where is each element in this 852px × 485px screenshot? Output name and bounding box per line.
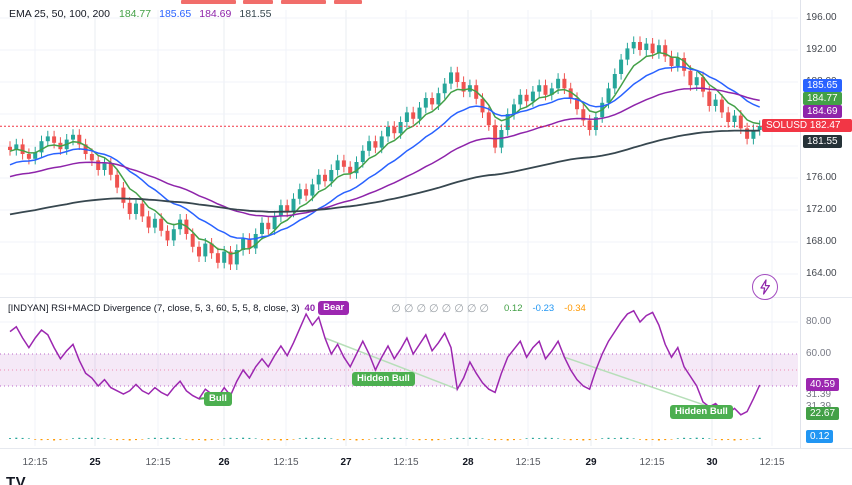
indicator-legend[interactable]: [INDYAN] RSI+MACD Divergence (7, close, …: [8, 301, 586, 315]
ema-value: 185.65: [159, 8, 192, 20]
time-axis-label[interactable]: 30: [706, 457, 718, 468]
ema-value: 181.55: [239, 8, 272, 20]
price-axis-label: 172.00: [806, 204, 837, 215]
indicator-axis-label: 80.00: [806, 316, 832, 327]
ema-legend[interactable]: EMA 25, 50, 100, 200 184.77 185.65 184.69 1…: [9, 8, 272, 20]
indicator-value: 0.12: [504, 302, 523, 314]
indicator-axis-badge: 22.67: [806, 407, 840, 420]
clipped-ticker-fragment: [181, 0, 236, 4]
divergence-label: Hidden Bull: [352, 372, 415, 386]
clipped-ticker-fragment: [243, 0, 273, 4]
lightning-icon: [760, 279, 770, 295]
indicator-value: -0.34: [564, 302, 586, 314]
time-axis-label[interactable]: 12:15: [639, 457, 665, 468]
indicator-title: [INDYAN] RSI+MACD Divergence (7, close, …: [8, 302, 300, 314]
ema-value: 184.69: [199, 8, 232, 20]
price-axis-label: 164.00: [806, 268, 837, 279]
eye-off-icon[interactable]: ∅: [479, 302, 489, 315]
price-axis-label: 192.00: [806, 44, 837, 55]
indicator-axis-label: 31.39: [806, 389, 832, 400]
price-axis-badge: 185.65: [803, 79, 842, 92]
bear-divergence-badge: Bear: [318, 301, 350, 315]
indicator-values: 0.12 -0.23 -0.34: [504, 303, 586, 314]
price-axis-badge: 181.55: [803, 135, 842, 148]
time-axis-label[interactable]: 12:15: [393, 457, 419, 468]
time-axis-label[interactable]: 12:15: [515, 457, 541, 468]
price-axis-label: 168.00: [806, 236, 837, 247]
indicator-axis-badge: 40.59: [806, 378, 840, 391]
price-line-badge: SOLUSD 182.47: [762, 119, 852, 132]
visibility-toggles: ∅ ∅ ∅ ∅ ∅ ∅ ∅ ∅: [391, 302, 492, 315]
eye-off-icon[interactable]: ∅: [391, 302, 401, 315]
price-axis-badge: 184.77: [803, 92, 842, 105]
time-axis-label[interactable]: 12:15: [145, 457, 171, 468]
time-axis-label[interactable]: 12:15: [759, 457, 785, 468]
price-axis-label: 196.00: [806, 12, 837, 23]
indicator-axis-label: 60.00: [806, 348, 832, 359]
time-axis-label[interactable]: 25: [89, 457, 101, 468]
indicator-value: -0.23: [532, 302, 555, 314]
time-axis-label[interactable]: 28: [462, 457, 474, 468]
ema-legend-values: 184.77 185.65 184.69 181.55: [119, 8, 272, 20]
eye-off-icon[interactable]: ∅: [416, 302, 427, 315]
ema-legend-label: EMA 25, 50, 100, 200: [9, 8, 110, 20]
time-axis-label[interactable]: 12:15: [273, 457, 299, 468]
pane-divider[interactable]: [0, 297, 852, 298]
time-axis-label[interactable]: 12:15: [22, 457, 48, 468]
divergence-label: Hidden Bull: [670, 405, 733, 419]
lightning-button[interactable]: [752, 274, 778, 300]
indicator-axis-badge: 0.12: [806, 430, 834, 443]
indicator-axis-label: 31.39: [806, 401, 831, 413]
time-axis-divider: [0, 448, 852, 449]
price-axis-badge: 184.69: [803, 105, 842, 118]
price-axis-label: 176.00: [806, 172, 837, 183]
ema-value: 184.77: [119, 8, 152, 20]
divergence-label: Bull: [204, 392, 232, 406]
time-axis-label[interactable]: 27: [340, 457, 352, 468]
time-axis-label[interactable]: 26: [218, 457, 230, 468]
clipped-ticker-fragment: [281, 0, 326, 4]
eye-off-icon[interactable]: ∅: [441, 302, 452, 315]
indicator-pre-badge-value: 40: [304, 302, 316, 314]
price-axis-divider: [800, 0, 801, 448]
eye-off-icon[interactable]: ∅: [466, 302, 477, 315]
eye-off-icon[interactable]: ∅: [454, 302, 464, 315]
clipped-ticker-fragment: [334, 0, 362, 4]
tradingview-logo[interactable]: TV: [6, 474, 27, 485]
eye-off-icon[interactable]: ∅: [403, 302, 414, 315]
eye-off-icon[interactable]: ∅: [429, 302, 439, 315]
time-axis-label[interactable]: 29: [585, 457, 597, 468]
